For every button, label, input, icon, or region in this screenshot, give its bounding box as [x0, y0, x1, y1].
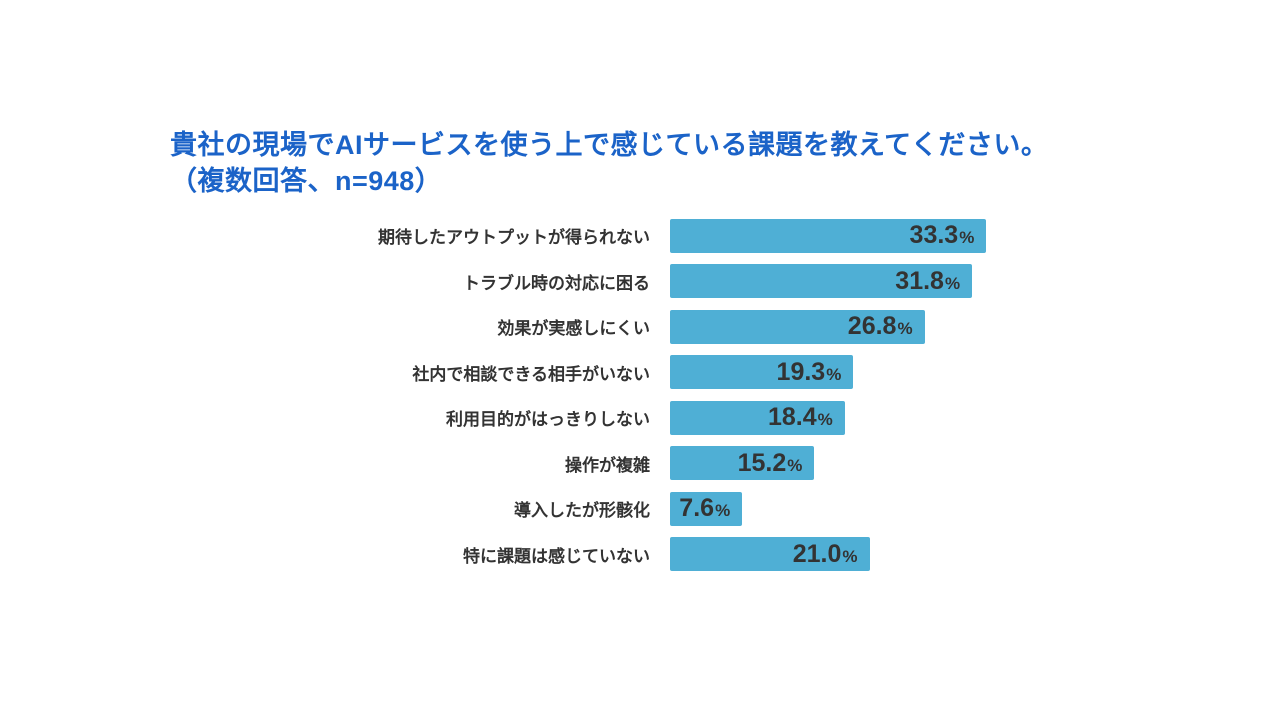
- value-number: 19.3: [776, 357, 826, 386]
- value-number: 31.8: [895, 266, 944, 295]
- value-unit: %: [944, 273, 961, 293]
- bar: 18.4%: [670, 400, 845, 435]
- value-unit: %: [897, 319, 913, 339]
- bar-track: 7.6%: [670, 491, 1280, 526]
- chart-row: 特に課題は感じていない 21.0%: [0, 532, 1280, 578]
- value-number: 26.8: [847, 312, 897, 341]
- value-unit: %: [842, 546, 858, 566]
- category-label: 社内で相談できる相手がいない: [412, 364, 650, 384]
- value-number: 21.0: [792, 539, 842, 568]
- value-label: 15.2%: [737, 448, 803, 477]
- chart-title: 貴社の現場でAIサービスを使う上で感じている課題を教えてください。: [170, 130, 1049, 160]
- chart-row: 利用目的がはっきりしない 18.4%: [0, 395, 1280, 441]
- category-label: 導入したが形骸化: [514, 501, 650, 521]
- bar-track: 15.2%: [670, 446, 1280, 481]
- value-label: 18.4%: [768, 405, 833, 430]
- category-label: トラブル時の対応に困る: [463, 273, 650, 293]
- bar: 33.3%: [670, 218, 987, 253]
- category-label: 期待したアウトプットが得られない: [378, 228, 650, 248]
- value-unit: %: [826, 364, 842, 384]
- value-label: 33.3%: [910, 223, 975, 248]
- bar: 31.8%: [670, 264, 973, 299]
- category-label: 操作が複雑: [565, 455, 650, 475]
- bar-track: 33.3%: [670, 218, 1280, 253]
- value-unit: %: [959, 228, 975, 248]
- chart-subtitle: （複数回答、n=948）: [170, 165, 443, 196]
- chart-row: 効果が実感しにくい 26.8%: [0, 304, 1280, 350]
- category-label: 特に課題は感じていない: [463, 546, 650, 566]
- bar: 7.6%: [670, 491, 743, 526]
- chart-row: 社内で相談できる相手がいない 19.3%: [0, 350, 1280, 396]
- value-label: 31.8%: [895, 266, 961, 295]
- bar: 26.8%: [670, 309, 925, 344]
- category-label: 利用目的がはっきりしない: [446, 410, 650, 430]
- value-number: 33.3: [909, 221, 959, 250]
- value-label: 26.8%: [848, 314, 913, 339]
- value-unit: %: [787, 455, 803, 475]
- chart-row: 期待したアウトプットが得られない 33.3%: [0, 213, 1280, 259]
- chart-row: 操作が複雑 15.2%: [0, 441, 1280, 487]
- bar-track: 31.8%: [670, 264, 1280, 299]
- value-number: 15.2: [737, 448, 787, 477]
- category-label: 効果が実感しにくい: [497, 319, 650, 339]
- bar: 21.0%: [670, 537, 870, 572]
- value-number: 18.4: [768, 403, 817, 432]
- chart-rows: 期待したアウトプットが得られない 33.3% トラブル時の対応に困る 31.8% 効果が…: [0, 213, 1280, 577]
- value-number: 7.6: [679, 494, 715, 523]
- value-label: 7.6%: [679, 496, 730, 521]
- chart-title-block: 貴社の現場でAIサービスを使う上で感じている課題を教えてください。 （複数回答、…: [170, 128, 1150, 199]
- chart-row: 導入したが形骸化 7.6%: [0, 486, 1280, 532]
- chart-row: トラブル時の対応に困る 31.8%: [0, 259, 1280, 305]
- bar-track: 21.0%: [670, 537, 1280, 572]
- value-unit: %: [817, 410, 833, 430]
- bar: 19.3%: [670, 355, 854, 390]
- value-unit: %: [715, 501, 731, 521]
- bar: 15.2%: [670, 446, 815, 481]
- value-label: 19.3%: [776, 357, 842, 386]
- value-label: 21.0%: [792, 539, 858, 568]
- bar-chart: 期待したアウトプットが得られない 33.3% トラブル時の対応に困る 31.8% 効果が…: [0, 213, 1280, 577]
- bar-track: 19.3%: [670, 355, 1280, 390]
- bar-track: 26.8%: [670, 309, 1280, 344]
- bar-track: 18.4%: [670, 400, 1280, 435]
